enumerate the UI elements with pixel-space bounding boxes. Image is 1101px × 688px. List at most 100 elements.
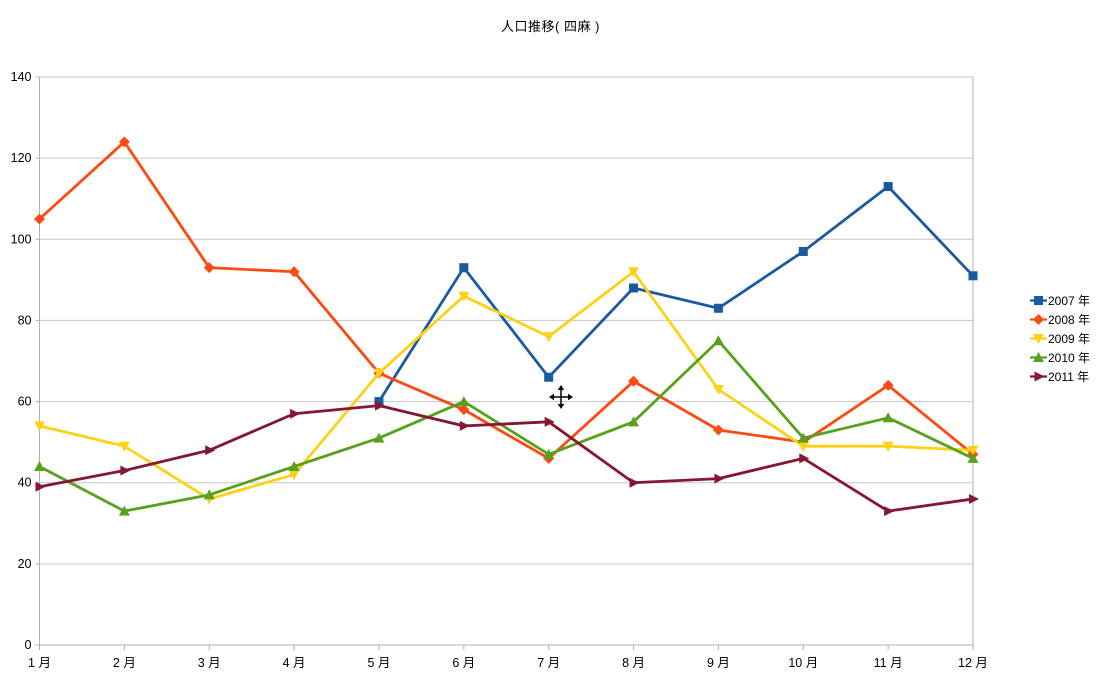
legend[interactable]: 2007 年 2008 年 2009 年 2010 年 2011 年	[1030, 291, 1090, 386]
data-point[interactable]	[374, 400, 385, 411]
series-line[interactable]	[377, 184, 975, 403]
data-point[interactable]	[798, 246, 808, 256]
data-point[interactable]	[797, 441, 809, 452]
data-point[interactable]	[118, 505, 130, 516]
legend-item-2010[interactable]: 2010 年	[1030, 348, 1090, 367]
legend-item-2007[interactable]: 2007 年	[1030, 291, 1090, 310]
data-point[interactable]	[882, 379, 894, 391]
data-point[interactable]	[34, 421, 45, 432]
legend-marker-glyph	[1030, 314, 1047, 325]
x-tick-label: 10 月	[788, 656, 818, 670]
data-point[interactable]	[288, 460, 300, 471]
legend-label-2007: 2007 年	[1048, 294, 1091, 308]
x-tick-label: 3 月	[198, 656, 221, 670]
x-tick-label: 11 月	[874, 656, 903, 670]
data-point[interactable]	[629, 283, 639, 293]
data-point[interactable]	[543, 448, 555, 459]
data-point[interactable]	[543, 332, 555, 343]
data-point[interactable]	[459, 420, 470, 431]
data-point[interactable]	[969, 493, 979, 504]
legend-shape	[1033, 314, 1044, 325]
data-point[interactable]	[628, 267, 640, 278]
legend-marker-2007-icon	[1030, 295, 1047, 306]
legend-marker-2008-icon	[1030, 314, 1047, 325]
y-tick-label: 100	[11, 232, 32, 246]
x-tick-label: 12 月	[958, 656, 988, 670]
data-point[interactable]	[118, 136, 130, 148]
data-point[interactable]	[118, 441, 130, 452]
x-tick-label: 4 月	[283, 656, 306, 670]
legend-shape	[1034, 371, 1045, 382]
series-line[interactable]	[38, 338, 974, 513]
y-tick-label: 140	[11, 70, 32, 84]
data-point[interactable]	[458, 396, 470, 407]
legend-marker-glyph	[1030, 334, 1047, 344]
series-2008年[interactable]	[34, 136, 979, 464]
data-point[interactable]	[290, 408, 301, 419]
chart-title: 人口推移( 四麻 )	[501, 19, 600, 34]
legend-shape	[1034, 296, 1043, 305]
data-point[interactable]	[714, 473, 725, 484]
y-tick-label: 120	[11, 151, 32, 165]
x-tick-label: 9 月	[707, 656, 730, 670]
data-point[interactable]	[203, 489, 215, 500]
data-point[interactable]	[712, 424, 724, 436]
data-point[interactable]	[968, 271, 978, 281]
x-tick-label: 6 月	[452, 656, 475, 670]
data-point[interactable]	[458, 291, 470, 302]
data-point[interactable]	[628, 416, 640, 427]
data-point[interactable]	[205, 445, 216, 456]
series-line[interactable]	[39, 269, 974, 501]
legend-item-2008[interactable]: 2008 年	[1030, 310, 1090, 329]
x-tick-label: 5 月	[367, 656, 390, 670]
data-point[interactable]	[797, 432, 809, 443]
data-point[interactable]	[882, 412, 894, 423]
series-line[interactable]	[38, 139, 974, 461]
data-point[interactable]	[629, 477, 640, 488]
data-point[interactable]	[967, 445, 979, 456]
series-2007年[interactable]	[374, 182, 978, 407]
data-point[interactable]	[713, 303, 723, 313]
x-tick-label: 1 月	[28, 656, 51, 670]
data-point[interactable]	[967, 452, 979, 463]
data-point[interactable]	[628, 375, 640, 387]
series-line[interactable]	[39, 404, 974, 513]
series-2011年[interactable]	[35, 400, 980, 517]
data-point[interactable]	[34, 460, 45, 471]
data-point[interactable]	[712, 335, 724, 346]
data-point[interactable]	[373, 368, 385, 379]
data-point[interactable]	[373, 432, 385, 443]
series-2010年[interactable]	[34, 335, 979, 516]
x-tick-label: 8 月	[622, 656, 645, 670]
y-tick-label: 60	[18, 395, 32, 409]
data-point[interactable]	[34, 213, 45, 225]
data-point[interactable]	[883, 182, 893, 192]
legend-marker-2010-icon	[1030, 352, 1047, 363]
data-point[interactable]	[884, 506, 895, 517]
legend-label-2009: 2009 年	[1048, 332, 1091, 346]
y-tick-label: 40	[18, 476, 32, 490]
data-point[interactable]	[288, 470, 300, 481]
data-point[interactable]	[288, 266, 300, 278]
data-point[interactable]	[374, 397, 384, 407]
data-point[interactable]	[203, 262, 215, 274]
x-tick-label: 7 月	[537, 656, 560, 670]
data-point[interactable]	[799, 453, 810, 464]
data-point[interactable]	[882, 441, 894, 452]
data-point[interactable]	[120, 465, 131, 476]
legend-item-2009[interactable]: 2009 年	[1030, 329, 1090, 348]
data-point[interactable]	[458, 404, 470, 416]
data-point[interactable]	[712, 384, 724, 395]
legend-label-2010: 2010 年	[1048, 351, 1091, 365]
data-point[interactable]	[459, 263, 469, 273]
x-tick-label: 2 月	[113, 656, 136, 670]
y-tick-label: 80	[18, 313, 32, 327]
legend-label-2011: 2011 年	[1048, 370, 1090, 384]
legend-item-2011[interactable]: 2011 年	[1030, 367, 1090, 386]
data-point[interactable]	[35, 481, 46, 492]
data-point[interactable]	[544, 416, 555, 427]
data-point[interactable]	[544, 372, 554, 382]
series-2009年[interactable]	[34, 267, 979, 505]
